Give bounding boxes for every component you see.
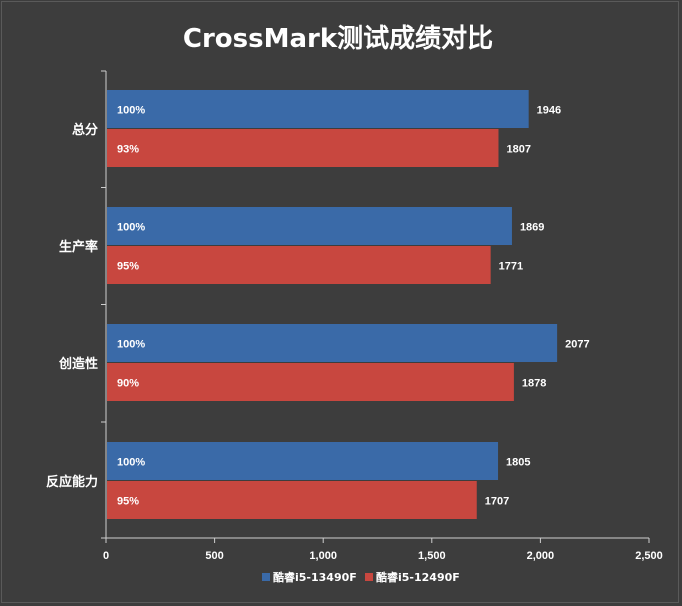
bar-percent-label: 90% [117, 378, 139, 390]
bar-value-label: 2077 [565, 339, 589, 351]
bar-value-label: 1807 [506, 144, 530, 156]
category-label: 创造性 [58, 356, 98, 372]
bar [107, 481, 477, 519]
category-label: 总分 [72, 122, 98, 138]
legend-swatch [262, 573, 270, 581]
x-tick-label: 2,500 [635, 550, 663, 562]
x-tick-label: 500 [205, 550, 223, 562]
legend: 酷睿i5-13490F 酷睿i5-12490F [262, 570, 460, 584]
legend-label: 酷睿i5-13490F [273, 570, 357, 584]
x-tick-label: 1,500 [418, 550, 446, 562]
bar [107, 324, 558, 362]
bar [107, 442, 499, 480]
bar-percent-label: 100% [117, 457, 145, 469]
category-label: 生产率 [59, 239, 98, 255]
bar-value-label: 1946 [537, 105, 561, 117]
bar-percent-label: 95% [117, 261, 139, 273]
legend-swatch [365, 573, 373, 581]
x-tick-label: 2,000 [527, 550, 555, 562]
bar-value-label: 1878 [522, 378, 546, 390]
bar [107, 246, 491, 284]
bar-percent-label: 100% [117, 222, 145, 234]
bar-percent-label: 93% [117, 144, 139, 156]
bar-value-label: 1771 [499, 261, 523, 273]
bar-value-label: 1869 [520, 222, 544, 234]
x-tick-label: 0 [103, 550, 109, 562]
bar-value-label: 1805 [506, 457, 530, 469]
bar [107, 90, 529, 128]
category-label: 反应能力 [46, 474, 98, 490]
bar [107, 129, 499, 167]
bar [107, 363, 514, 401]
bar-percent-label: 95% [117, 496, 139, 508]
bar-percent-label: 100% [117, 105, 145, 117]
bar-value-label: 1707 [485, 496, 509, 508]
chart-title: CrossMark测试成绩对比 [183, 24, 493, 54]
x-tick-label: 1,000 [309, 550, 337, 562]
bar [107, 207, 512, 245]
legend-label: 酷睿i5-12490F [376, 570, 460, 584]
bar-percent-label: 100% [117, 339, 145, 351]
